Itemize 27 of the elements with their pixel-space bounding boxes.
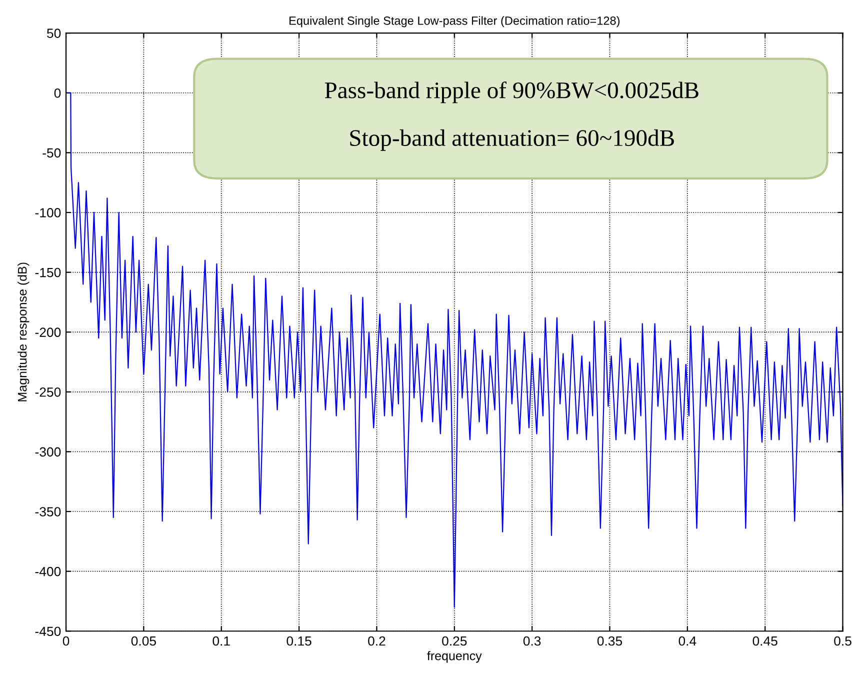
y-tick-label: -350 [35, 507, 61, 516]
chart-title: Equivalent Single Stage Low-pass Filter (Decimation ratio=128) [290, 16, 620, 28]
x-tick-label: 0.2 [368, 636, 386, 646]
y-tick-label: 50 [47, 28, 61, 38]
x-tick-label: 0.35 [597, 636, 622, 646]
y-tick-label: -150 [35, 268, 61, 278]
y-tick-label: -200 [35, 328, 61, 338]
y-tick-label: -300 [35, 447, 61, 457]
x-axis-title: frequency [427, 651, 482, 663]
x-tick-label: 0.05 [131, 636, 156, 646]
x-tick-label: 0.1 [212, 636, 230, 646]
annotation: Pass-band ripple of 90%BW<0.0025dB [324, 81, 698, 104]
annotation: Stop-band attenuation= 60~190dB [350, 129, 674, 151]
y-tick-label: -250 [35, 387, 61, 397]
x-tick-label: 0 [62, 636, 70, 646]
x-tick-label: 0.45 [752, 636, 778, 646]
y-tick-label: -450 [35, 626, 61, 636]
x-tick-label: 0.25 [442, 636, 467, 646]
y-axis-title: Magnitude response (dB) [18, 262, 30, 402]
x-tick-label: 0.15 [286, 636, 312, 646]
x-tick-label: 0.3 [523, 636, 541, 646]
y-tick-label: -50 [42, 148, 61, 158]
x-tick-label: 0.5 [834, 636, 852, 646]
y-tick-label: -400 [35, 566, 61, 576]
y-tick-label: 0 [54, 88, 61, 98]
y-tick-label: -100 [35, 208, 61, 218]
x-tick-label: 0.4 [678, 636, 696, 646]
